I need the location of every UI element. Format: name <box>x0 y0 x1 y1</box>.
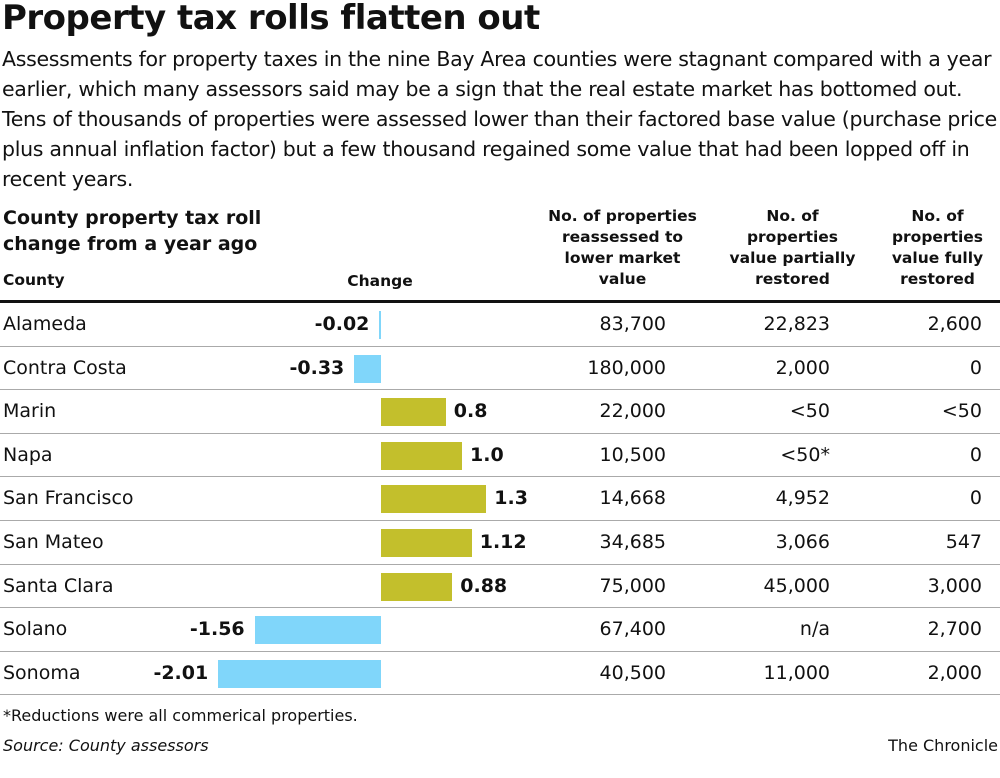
table-row: -1.56 Solano 67,400 n/a 2,700 <box>0 608 1000 652</box>
header-partial: No. of properties value partially restor… <box>729 207 856 288</box>
reassessed-value: 34,685 <box>599 531 666 553</box>
bar <box>381 529 472 557</box>
full-value: 2,600 <box>927 313 982 335</box>
county: Contra Costa <box>3 356 127 379</box>
bar <box>381 398 446 427</box>
chart-title: County property tax roll change from a y… <box>3 207 262 255</box>
header-change: Change <box>347 272 413 290</box>
partial-value: 45,000 <box>763 574 830 597</box>
credit: The Chronicle <box>888 736 998 755</box>
full-value: 547 <box>945 531 982 553</box>
county: Marin <box>3 400 57 423</box>
table-row: 0.8 Marin 22,000 <50 <50 <box>0 390 1000 434</box>
value-label: -2.01 <box>153 661 209 684</box>
reassessed-value: 14,668 <box>599 487 666 510</box>
full-value: 0 <box>969 443 982 466</box>
table-row: -0.33 Contra Costa 180,000 2,000 0 <box>0 347 1000 391</box>
reassessed-value: 67,400 <box>599 618 666 641</box>
page-title: Property tax rolls flatten out <box>2 0 540 38</box>
header-rule <box>0 300 1000 303</box>
full-value: 0 <box>969 487 982 510</box>
full-value: <50 <box>941 400 982 423</box>
county: Sonoma <box>3 661 81 684</box>
table-row: -2.01 Sonoma 40,500 11,000 2,000 <box>0 652 1000 696</box>
partial-value: <50 <box>789 400 830 423</box>
value-label: -0.02 <box>314 313 370 335</box>
value-label: 1.0 <box>470 443 504 466</box>
partial-value: 2,000 <box>775 356 830 379</box>
partial-value: 3,066 <box>775 531 830 553</box>
header-reassessed: No. of properties reassessed to lower ma… <box>548 207 697 288</box>
value-label: 0.88 <box>460 574 508 597</box>
table-row: 0.88 Santa Clara 75,000 45,000 3,000 <box>0 565 1000 609</box>
bar <box>354 354 381 383</box>
partial-value: n/a <box>799 618 830 641</box>
subtitle: Assessments for property taxes in the ni… <box>2 47 997 191</box>
value-label: -1.56 <box>189 618 245 641</box>
county: San Francisco <box>3 487 134 510</box>
county: Solano <box>3 618 68 641</box>
county: Santa Clara <box>3 574 114 597</box>
bar <box>381 485 487 514</box>
reassessed-value: 180,000 <box>587 356 666 379</box>
bar <box>254 616 381 645</box>
table-row: -0.02 Alameda 83,700 22,823 2,600 <box>0 303 1000 347</box>
partial-value: <50* <box>780 443 830 466</box>
table-row: 1.12 San Mateo 34,685 3,066 547 <box>0 521 1000 565</box>
county: San Mateo <box>3 531 104 553</box>
partial-value: 11,000 <box>763 661 830 684</box>
bar <box>381 441 462 470</box>
full-value: 3,000 <box>927 574 982 597</box>
value-label: 1.12 <box>479 531 527 553</box>
footnote: *Reductions were all commerical properti… <box>3 706 358 725</box>
bar <box>381 572 453 601</box>
table-row: 1.0 Napa 10,500 <50* 0 <box>0 434 1000 478</box>
partial-value: 4,952 <box>775 487 830 510</box>
header-county: County <box>3 271 65 289</box>
reassessed-value: 75,000 <box>599 574 666 597</box>
county: Napa <box>3 443 53 466</box>
bar <box>218 659 381 688</box>
full-value: 2,700 <box>927 618 982 641</box>
value-label: 0.8 <box>453 400 488 423</box>
county: Alameda <box>3 313 87 335</box>
partial-value: 22,823 <box>763 313 830 335</box>
reassessed-value: 22,000 <box>599 400 666 423</box>
reassessed-value: 40,500 <box>599 661 666 684</box>
reassessed-value: 10,500 <box>599 443 666 466</box>
bar <box>379 311 381 339</box>
full-value: 0 <box>969 356 982 379</box>
source: Source: County assessors <box>3 736 209 755</box>
full-value: 2,000 <box>927 661 982 684</box>
value-label: 1.3 <box>494 487 528 510</box>
reassessed-value: 83,700 <box>599 313 666 335</box>
header-full: No. of properties value fully restored <box>891 207 984 288</box>
value-label: -0.33 <box>289 356 345 379</box>
table-row: 1.3 San Francisco 14,668 4,952 0 <box>0 477 1000 521</box>
